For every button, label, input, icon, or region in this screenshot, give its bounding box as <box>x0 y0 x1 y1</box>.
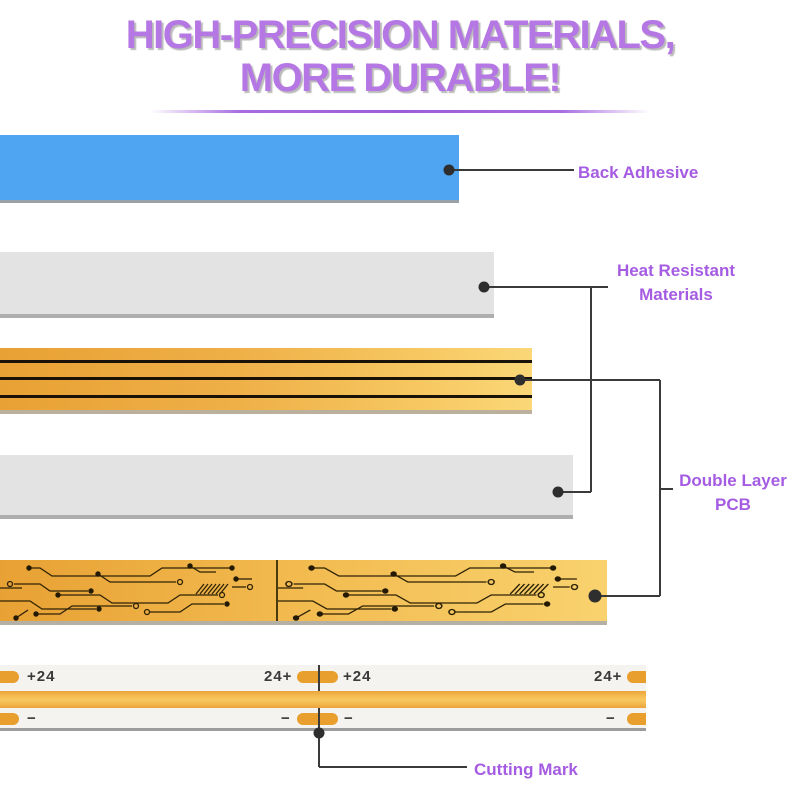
led-strip: +24 24+ +24 24+ − − − − <box>0 665 646 731</box>
cob-led-band <box>0 691 646 708</box>
label-double-layer-line2: PCB <box>715 495 751 514</box>
layer-heat-resistant-bottom <box>0 455 573 519</box>
minus-marking: − <box>281 710 291 727</box>
label-double-layer-line1: Double Layer <box>679 471 787 490</box>
pcb-separator-line <box>0 395 532 398</box>
solder-pad <box>0 671 19 683</box>
layer-heat-resistant-top <box>0 252 494 318</box>
minus-marking: − <box>606 710 616 727</box>
cutting-mark-line <box>318 708 320 728</box>
voltage-marking: 24+ <box>264 668 293 685</box>
minus-marking: − <box>344 710 354 727</box>
label-double-layer-pcb: Double Layer PCB <box>668 469 798 517</box>
voltage-marking: +24 <box>27 668 56 685</box>
voltage-marking: 24+ <box>594 668 623 685</box>
label-back-adhesive: Back Adhesive <box>578 163 699 182</box>
layer-pcb-circuit <box>0 560 607 625</box>
solder-pad <box>297 671 338 683</box>
title-line-2: MORE DURABLE! <box>239 56 562 100</box>
solder-pad <box>297 713 338 725</box>
voltage-marking: +24 <box>343 668 372 685</box>
layer-pcb-top <box>0 348 532 414</box>
solder-pad <box>627 671 646 683</box>
pcb-separator-line <box>0 377 532 380</box>
page-title: HIGH-PRECISION MATERIALS, MORE DURABLE! <box>0 14 800 100</box>
title-line-1: HIGH-PRECISION MATERIALS, <box>125 13 676 57</box>
label-heat-resistant-line2: Materials <box>639 285 713 304</box>
label-heat-resistant: Heat Resistant Materials <box>606 259 746 307</box>
layer-back-adhesive <box>0 135 459 203</box>
circuit-trace-graphic <box>0 560 607 621</box>
solder-pad <box>0 713 19 725</box>
solder-pad <box>627 713 646 725</box>
circuit-background <box>0 560 607 621</box>
title-divider <box>150 110 650 113</box>
label-cutting-mark: Cutting Mark <box>474 760 578 779</box>
pcb-separator-line <box>0 360 532 363</box>
label-heat-resistant-line1: Heat Resistant <box>616 261 736 280</box>
minus-marking: − <box>27 710 37 727</box>
cutting-mark-line <box>318 665 320 691</box>
